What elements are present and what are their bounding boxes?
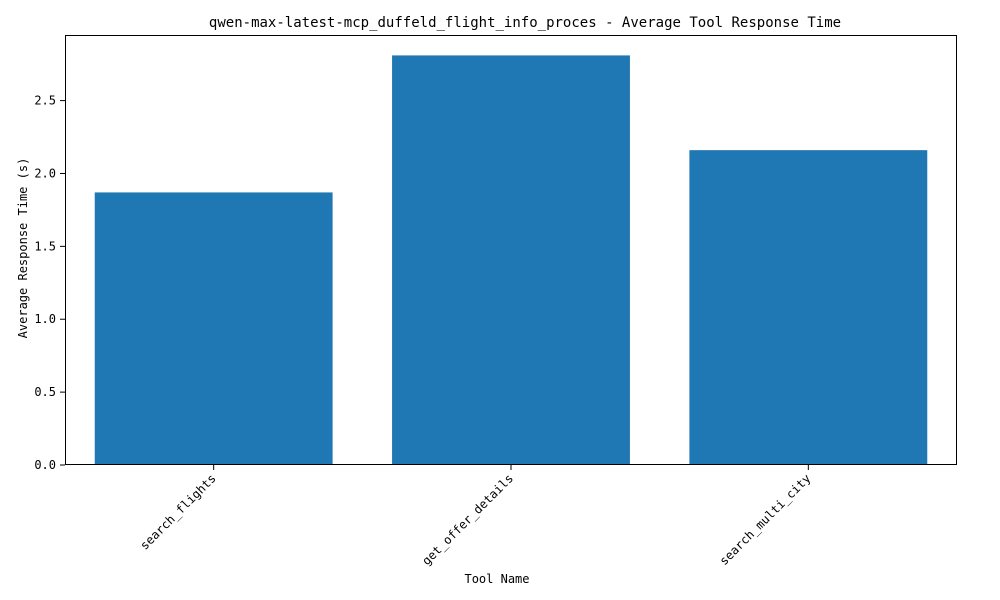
y-tick-label: 1.0 (34, 312, 56, 326)
bars-group (94, 55, 928, 466)
x-axis: search_flights get_offer_details search_mu… (137, 465, 813, 568)
y-tick-label: 0.0 (34, 458, 56, 472)
y-tick-label: 2.0 (34, 166, 56, 180)
chart-title: qwen-max-latest-mcp_duffeld_flight_info_… (209, 15, 841, 31)
plot-frame (65, 35, 957, 465)
bar-search-multi-city (689, 150, 928, 466)
bar-search-flights (94, 192, 333, 466)
y-tick-label: 1.5 (34, 239, 56, 253)
y-axis-label: Average Response Time (s) (16, 158, 30, 339)
y-tick-label: 2.5 (34, 94, 56, 108)
y-axis: 0.0 0.5 1.0 1.5 2.0 2.5 (34, 94, 65, 472)
x-tick-label: get_offer_details (419, 471, 516, 568)
bar-get-offer-details (392, 55, 630, 466)
y-tick-label: 0.5 (34, 385, 56, 399)
x-tick-label: search_multi_city (717, 471, 814, 568)
x-tick-label: search_flights (137, 471, 218, 552)
x-axis-label: Tool Name (464, 572, 529, 586)
